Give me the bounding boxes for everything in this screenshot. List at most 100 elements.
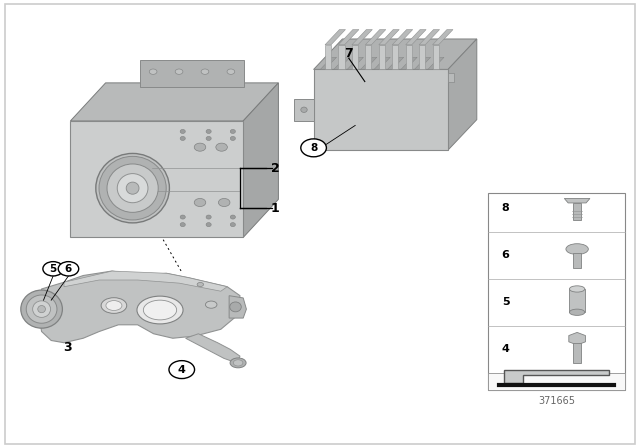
Ellipse shape — [26, 295, 57, 323]
Polygon shape — [433, 30, 453, 45]
Polygon shape — [186, 334, 240, 363]
Ellipse shape — [201, 69, 209, 74]
Ellipse shape — [230, 223, 236, 227]
Polygon shape — [419, 45, 425, 69]
Text: 1: 1 — [271, 202, 280, 215]
Ellipse shape — [149, 69, 157, 74]
Ellipse shape — [206, 215, 211, 219]
Polygon shape — [334, 57, 350, 69]
Ellipse shape — [180, 136, 186, 141]
Polygon shape — [140, 60, 244, 87]
Polygon shape — [564, 198, 590, 203]
Polygon shape — [243, 83, 278, 237]
Text: 6: 6 — [65, 264, 72, 274]
Polygon shape — [352, 30, 372, 45]
Polygon shape — [401, 57, 417, 69]
Ellipse shape — [230, 215, 236, 219]
Ellipse shape — [117, 173, 148, 202]
Ellipse shape — [20, 290, 63, 328]
Polygon shape — [379, 30, 399, 45]
Ellipse shape — [33, 301, 51, 317]
Ellipse shape — [566, 244, 588, 254]
Polygon shape — [406, 30, 426, 45]
Text: 8: 8 — [502, 203, 509, 213]
Polygon shape — [570, 289, 585, 312]
Ellipse shape — [101, 297, 127, 314]
Polygon shape — [488, 373, 625, 390]
Ellipse shape — [206, 223, 211, 227]
Text: 5: 5 — [49, 264, 57, 274]
Ellipse shape — [143, 300, 177, 320]
Polygon shape — [573, 253, 581, 268]
Circle shape — [58, 262, 79, 276]
Ellipse shape — [230, 302, 241, 312]
Circle shape — [169, 361, 195, 379]
Ellipse shape — [216, 143, 227, 151]
Ellipse shape — [137, 296, 183, 324]
Polygon shape — [352, 45, 358, 69]
Polygon shape — [406, 45, 412, 69]
Ellipse shape — [38, 306, 45, 313]
Ellipse shape — [180, 223, 186, 227]
Ellipse shape — [206, 136, 211, 141]
Ellipse shape — [126, 182, 139, 194]
Polygon shape — [347, 57, 364, 69]
Polygon shape — [504, 370, 609, 383]
Circle shape — [43, 262, 63, 276]
Polygon shape — [388, 57, 404, 69]
Ellipse shape — [205, 301, 217, 308]
Ellipse shape — [230, 358, 246, 368]
Polygon shape — [573, 203, 581, 220]
Ellipse shape — [230, 136, 236, 141]
Polygon shape — [392, 45, 398, 69]
Text: 2: 2 — [271, 161, 280, 175]
Text: 371665: 371665 — [538, 396, 575, 406]
Ellipse shape — [227, 69, 235, 74]
Text: 7: 7 — [344, 47, 353, 60]
Text: 5: 5 — [502, 297, 509, 307]
Polygon shape — [361, 57, 377, 69]
Polygon shape — [320, 57, 337, 69]
Polygon shape — [64, 271, 227, 291]
Ellipse shape — [570, 309, 585, 315]
Polygon shape — [392, 30, 413, 45]
Polygon shape — [325, 45, 331, 69]
Circle shape — [301, 139, 326, 157]
Ellipse shape — [195, 198, 206, 207]
Ellipse shape — [175, 69, 183, 74]
Ellipse shape — [218, 198, 230, 207]
Polygon shape — [374, 57, 390, 69]
Text: 3: 3 — [63, 340, 72, 354]
Polygon shape — [573, 343, 581, 363]
Text: 4: 4 — [178, 365, 186, 375]
Text: 6: 6 — [502, 250, 509, 260]
Polygon shape — [294, 99, 314, 121]
Polygon shape — [488, 193, 625, 390]
Polygon shape — [428, 57, 444, 69]
Polygon shape — [569, 332, 586, 345]
Polygon shape — [415, 57, 431, 69]
Polygon shape — [365, 30, 386, 45]
Polygon shape — [314, 39, 477, 69]
Polygon shape — [448, 39, 477, 150]
Polygon shape — [339, 30, 359, 45]
Polygon shape — [433, 45, 438, 69]
Ellipse shape — [230, 129, 236, 134]
Ellipse shape — [197, 283, 204, 287]
Text: 8: 8 — [310, 143, 317, 153]
Polygon shape — [419, 30, 440, 45]
Ellipse shape — [233, 360, 243, 366]
Ellipse shape — [195, 143, 206, 151]
Polygon shape — [314, 69, 448, 150]
Ellipse shape — [180, 215, 186, 219]
Polygon shape — [365, 45, 371, 69]
Ellipse shape — [301, 107, 307, 112]
Ellipse shape — [106, 301, 122, 310]
Polygon shape — [70, 121, 243, 237]
Polygon shape — [229, 296, 246, 318]
Ellipse shape — [99, 156, 166, 220]
Ellipse shape — [96, 153, 170, 223]
Polygon shape — [325, 30, 346, 45]
Ellipse shape — [206, 129, 211, 134]
Text: 4: 4 — [502, 345, 509, 354]
